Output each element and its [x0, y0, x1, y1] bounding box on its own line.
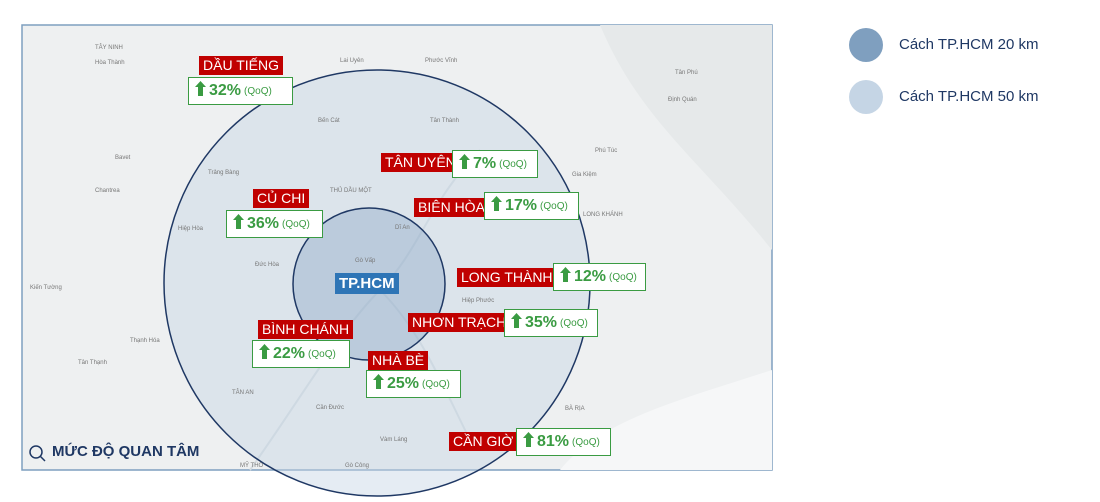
arrow-icon	[491, 196, 502, 211]
search-icon	[39, 455, 46, 462]
change-box: 12% (QoQ)	[553, 263, 646, 291]
arrow-icon	[259, 344, 270, 359]
area-name: LONG THÀNH	[457, 268, 557, 287]
search-icon	[29, 445, 43, 459]
change-box: 17% (QoQ)	[484, 192, 579, 220]
caption: MỨC ĐỘ QUAN TÂM	[52, 443, 200, 460]
place-name: TÂY NINH	[95, 45, 123, 51]
place-name: Trảng Bàng	[208, 170, 240, 176]
place-name: Bến Cát	[318, 118, 340, 124]
center-label: TP.HCM	[335, 273, 399, 294]
place-name: Hiệp Phước	[462, 298, 495, 304]
arrow-icon	[373, 374, 384, 389]
up-arrow	[491, 196, 502, 216]
change-value: 35%	[525, 314, 558, 331]
place-name: Kiến Tường	[30, 285, 62, 291]
area-name: CẦN GIỜ	[449, 432, 518, 451]
legend-label: Cách TP.HCM 20 km	[899, 36, 1039, 53]
river	[379, 289, 471, 441]
arrow-icon	[560, 267, 571, 282]
change-value: 81%	[537, 433, 570, 450]
place-name: Tân Thành	[430, 118, 459, 124]
place-name: Tân Phú	[675, 70, 698, 76]
place-name: Vàm Láng	[380, 437, 408, 443]
change-value: 32%	[209, 82, 242, 99]
up-arrow	[459, 154, 470, 174]
change-value: 7%	[473, 155, 497, 172]
place-name: Đức Hòa	[255, 262, 280, 268]
arrow-icon	[195, 81, 206, 96]
place-name: Tân Thạnh	[78, 360, 107, 366]
place-name: Cần Đước	[316, 405, 344, 411]
arrow-icon	[511, 313, 522, 328]
change-value: 25%	[387, 375, 420, 392]
place-name: Hiệp Hòa	[178, 226, 204, 232]
place-name: Gia Kiệm	[572, 172, 597, 178]
period: (QoQ)	[609, 271, 637, 283]
area-name: BIÊN HÒA	[414, 198, 489, 217]
place-name: BÀ RỊA	[565, 406, 585, 412]
period: (QoQ)	[282, 218, 310, 230]
legend-swatch	[849, 28, 883, 62]
arrow-icon	[523, 432, 534, 447]
legend-label: Cách TP.HCM 50 km	[899, 88, 1039, 105]
change-box: 7% (QoQ)	[452, 150, 538, 178]
change-box: 81% (QoQ)	[516, 428, 611, 456]
place-name: Gò Công	[345, 463, 370, 469]
change-box: 36% (QoQ)	[226, 210, 323, 238]
area-name: TÂN UYÊN	[381, 153, 460, 172]
up-arrow	[373, 374, 384, 394]
change-box: 22% (QoQ)	[252, 340, 350, 368]
up-arrow	[523, 432, 534, 452]
up-arrow	[560, 267, 571, 287]
place-name: Bavet	[115, 155, 131, 161]
arrow-icon	[459, 154, 470, 169]
place-name: Định Quán	[668, 97, 697, 103]
period: (QoQ)	[244, 85, 272, 97]
place-name: Lai Uyên	[340, 58, 364, 64]
place-name: Thạnh Hóa	[130, 338, 160, 344]
up-arrow	[259, 344, 270, 364]
change-value: 12%	[574, 268, 607, 285]
period: (QoQ)	[422, 378, 450, 390]
area-name: DẦU TIẾNG	[199, 56, 283, 75]
period: (QoQ)	[308, 348, 336, 360]
place-name: Phước Vĩnh	[425, 58, 458, 64]
change-value: 22%	[273, 345, 306, 362]
up-arrow	[195, 81, 206, 101]
area-name: BÌNH CHÁNH	[258, 320, 354, 339]
area-name: CỦ CHI	[253, 189, 310, 208]
sea	[560, 370, 772, 470]
period: (QoQ)	[572, 436, 600, 448]
place-name: LONG KHÁNH	[583, 212, 623, 218]
period: (QoQ)	[540, 200, 568, 212]
change-box: 32% (QoQ)	[188, 77, 293, 105]
period: (QoQ)	[560, 317, 588, 329]
change-value: 17%	[505, 197, 538, 214]
place-name: Chantrea	[95, 188, 120, 194]
area-name: NHÀ BÈ	[368, 351, 429, 370]
legend-swatch	[849, 80, 883, 114]
place-name: Dĩ An	[395, 225, 410, 231]
place-name: TÂN AN	[232, 390, 254, 396]
change-value: 36%	[247, 215, 280, 232]
arrow-icon	[233, 214, 244, 229]
up-arrow	[511, 313, 522, 333]
place-name: MỸ THO	[240, 463, 264, 469]
place-name: Gò Vấp	[355, 258, 376, 264]
change-box: 25% (QoQ)	[366, 370, 461, 398]
up-arrow	[233, 214, 244, 234]
place-name: Hòa Thành	[95, 60, 125, 66]
change-box: 35% (QoQ)	[504, 309, 598, 337]
terrain	[600, 25, 772, 250]
area-name: NHƠN TRẠCH	[408, 313, 511, 332]
period: (QoQ)	[499, 158, 527, 170]
place-name: THỦ DẦU MỘT	[330, 188, 372, 194]
place-name: Phú Túc	[595, 148, 618, 154]
